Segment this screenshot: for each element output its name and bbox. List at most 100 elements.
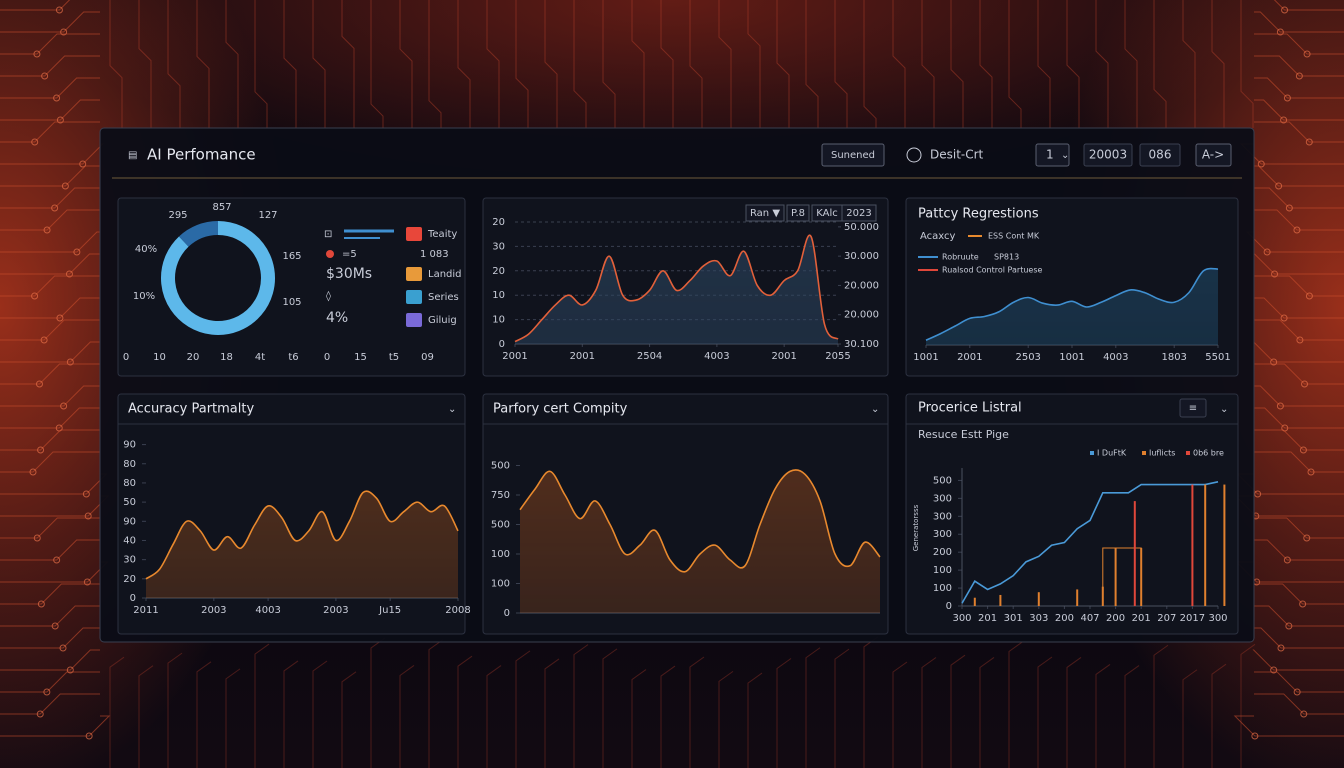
circuit-trace	[1254, 275, 1344, 297]
control-label[interactable]: P.8	[791, 208, 805, 219]
circuit-node	[1285, 204, 1293, 212]
circuit-trace	[283, 660, 299, 768]
circuit-trace	[921, 657, 937, 768]
input[interactable]	[1083, 143, 1133, 167]
x-tick-label: 407	[1080, 613, 1099, 624]
circuit-trace	[0, 539, 100, 561]
circuit-trace	[1211, 663, 1227, 768]
control-button[interactable]	[745, 204, 785, 222]
y-tick-label: 90	[123, 440, 136, 451]
circuit-trace	[225, 668, 241, 768]
circuit-node	[1299, 446, 1307, 454]
circuit-node	[66, 666, 74, 674]
y-tick-label: 10	[492, 290, 505, 301]
circuit-trace	[0, 341, 100, 363]
dropdown[interactable]	[1035, 143, 1070, 167]
circuit-node	[1271, 270, 1279, 278]
button-label[interactable]: A->	[1202, 148, 1224, 162]
circuit-node	[31, 138, 39, 146]
y-tick-label: 90	[123, 516, 136, 527]
circuit-node	[1275, 182, 1283, 190]
circuit-trace	[892, 661, 908, 768]
circuit-trace	[1254, 385, 1344, 407]
y-tick-label: 300	[933, 493, 952, 504]
circuit-trace	[1254, 11, 1344, 33]
control-button[interactable]	[841, 204, 877, 222]
y-tick-label: 20	[492, 217, 505, 228]
chevron[interactable]: ⌄	[1220, 404, 1228, 415]
circuit-trace	[0, 561, 109, 583]
circuit-node	[37, 446, 45, 454]
circuit-node	[1283, 556, 1291, 564]
x-tick-label: 2003	[201, 605, 226, 616]
x-tick-label: 4003	[1103, 352, 1128, 363]
circuit-trace	[1254, 297, 1344, 319]
circuit-node	[1305, 292, 1313, 300]
button-label[interactable]: Sunened	[831, 150, 875, 161]
circuit-node	[1251, 732, 1259, 740]
x-tick-label: Ju15	[378, 605, 401, 616]
button[interactable]	[821, 143, 885, 167]
button[interactable]	[1195, 143, 1232, 167]
x-tick-label: 1001	[913, 352, 938, 363]
circuit-node	[43, 688, 51, 696]
x-tick-label: 201	[1132, 613, 1151, 624]
circuit-trace	[0, 11, 100, 33]
control-label[interactable]: KAlc	[816, 208, 838, 219]
circuit-trace	[196, 0, 210, 128]
y-tick-label: 20	[492, 266, 505, 277]
input-value[interactable]: 086	[1149, 148, 1172, 162]
circuit-trace	[1254, 99, 1344, 121]
circuit-trace	[660, 665, 676, 768]
circuit-node	[1277, 644, 1285, 652]
x-tick-label: 207	[1157, 613, 1176, 624]
bar	[1037, 592, 1040, 606]
legend-icon: ⊡	[324, 229, 332, 240]
circuit-trace	[1254, 55, 1344, 77]
circuit-trace	[399, 0, 413, 128]
chevron[interactable]: ⌄	[871, 404, 879, 415]
bar	[973, 597, 976, 606]
y-tick-label: 100	[933, 583, 952, 594]
panel-title: Procerice Listral	[918, 401, 1022, 416]
legend-swatch	[1186, 451, 1190, 455]
y-tick-label: 500	[933, 475, 952, 486]
chevron[interactable]: ⌄	[448, 404, 456, 415]
circuit-trace	[0, 33, 100, 55]
y-tick-label: 50	[123, 497, 136, 508]
circuit-trace	[0, 209, 100, 231]
circuit-node	[55, 6, 63, 14]
stat-icon: ◊	[326, 290, 331, 302]
menu-icon[interactable]: ≡	[1189, 403, 1197, 414]
circuit-node	[60, 402, 68, 410]
input-value[interactable]: 20003	[1089, 148, 1127, 162]
selector-label[interactable]: Desit-Crt	[930, 148, 984, 162]
y-tick-label: 100	[933, 565, 952, 576]
legend-swatch	[1142, 451, 1146, 455]
area-fill	[515, 235, 838, 344]
circuit-trace	[0, 605, 100, 627]
circuit-trace	[979, 0, 993, 128]
circuit-trace	[1254, 209, 1344, 231]
dropdown-label[interactable]: 1	[1046, 148, 1054, 162]
input[interactable]	[1139, 143, 1181, 167]
control-label[interactable]: Ran ▼	[750, 208, 780, 219]
circuit-node	[1299, 600, 1307, 608]
control-button[interactable]	[786, 204, 810, 222]
control-label[interactable]: 2023	[846, 208, 871, 219]
y-tick-label: 200	[933, 547, 952, 558]
circuit-trace	[0, 77, 100, 99]
y-tick-label: 0	[504, 608, 510, 619]
circuit-trace	[109, 656, 125, 768]
circuit-trace	[1254, 539, 1344, 561]
circuit-trace	[1211, 0, 1225, 128]
menu-button[interactable]	[1179, 398, 1207, 418]
x-tick-label: 2001	[957, 352, 982, 363]
circuit-trace	[1254, 253, 1344, 275]
circuit-node	[40, 336, 48, 344]
circuit-node	[1263, 248, 1271, 256]
circuit-trace	[0, 517, 100, 539]
x-tick-label: 20	[187, 352, 200, 363]
circuit-trace	[225, 0, 239, 128]
y-tick-label: 0	[130, 593, 136, 604]
